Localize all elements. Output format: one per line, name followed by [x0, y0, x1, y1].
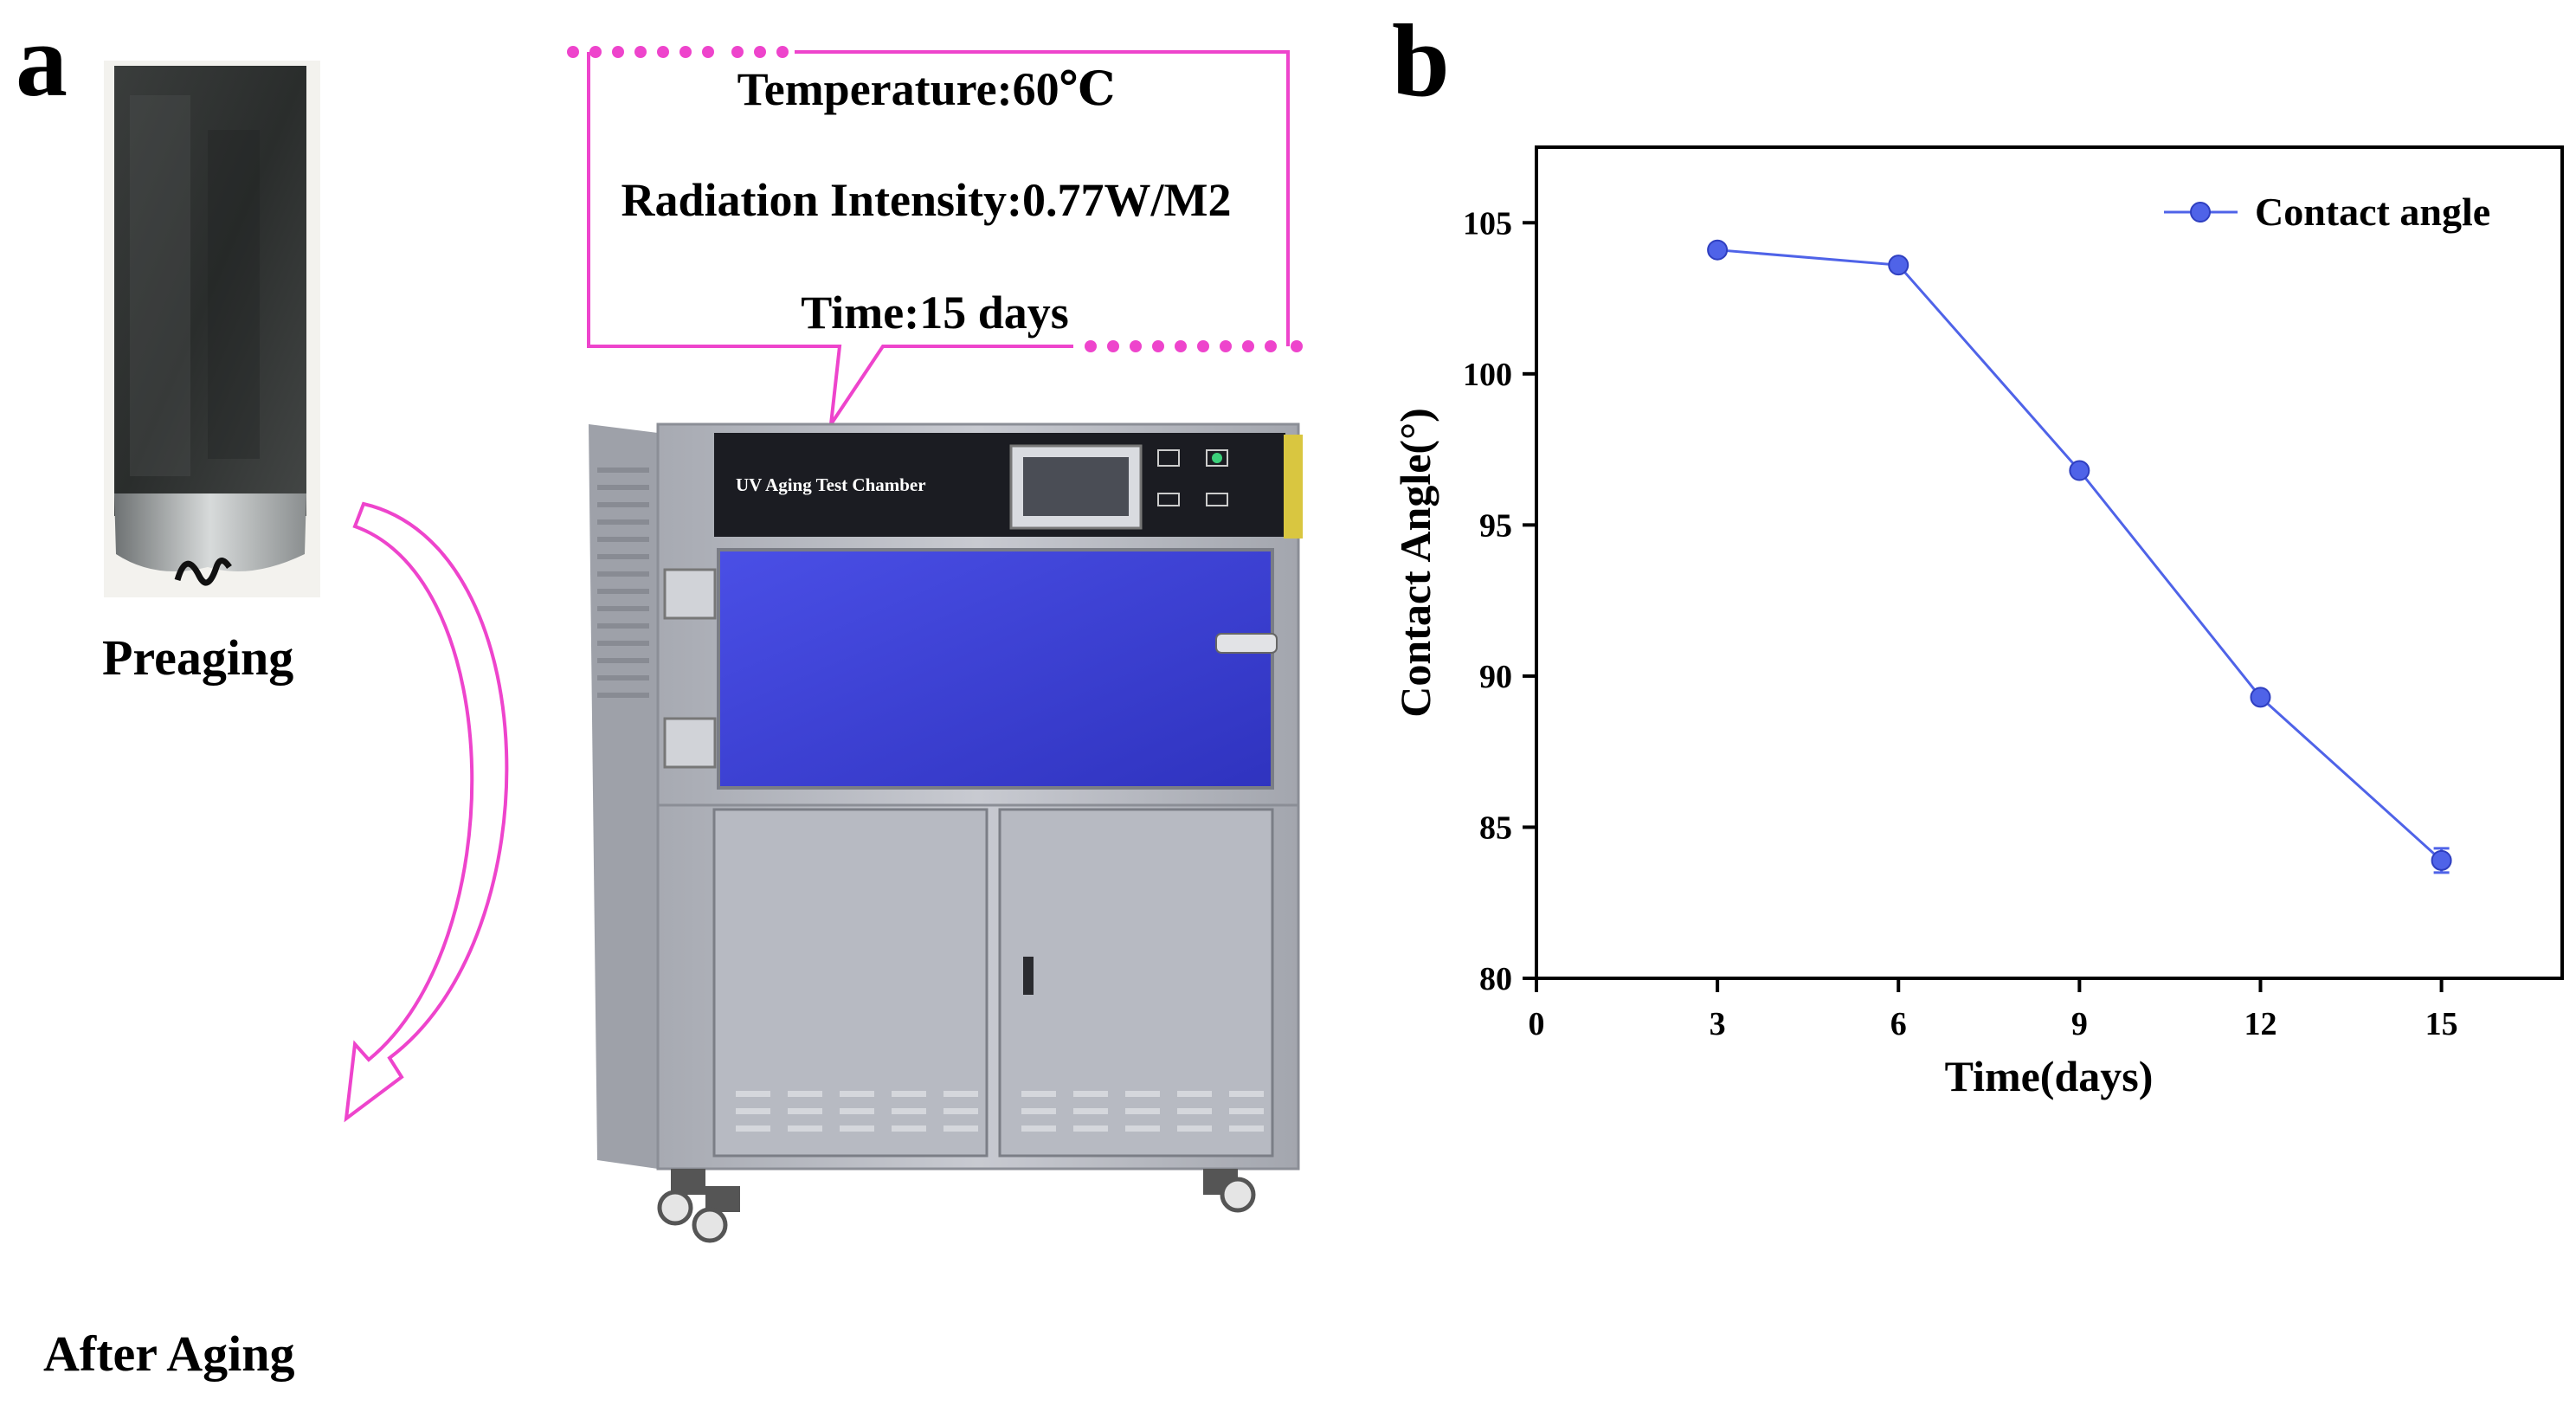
- panel-label-b: b: [1392, 3, 1450, 118]
- legend-marker: [2190, 202, 2211, 223]
- x-tick-label: 3: [1710, 1006, 1726, 1042]
- y-tick-label: 80: [1479, 961, 1512, 997]
- chamber-label: UV Aging Test Chamber: [736, 474, 926, 495]
- preaging-sample-photo: [104, 61, 320, 597]
- legend-label: Contact angle: [2255, 190, 2490, 234]
- x-tick-label: 0: [1529, 1006, 1545, 1042]
- callout-time: Time:15 days: [801, 287, 1069, 339]
- preaging-caption: Preaging: [102, 629, 294, 686]
- series-line: [1716, 248, 2443, 861]
- callout-temperature: Temperature:60℃: [737, 63, 1116, 115]
- y-axis-label: Contact Angle(°): [1391, 408, 1439, 717]
- data-point: [2069, 460, 2090, 481]
- data-point: [1888, 255, 1909, 276]
- test-conditions-callout-frame: [567, 46, 1303, 426]
- x-tick-label: 15: [2425, 1006, 2458, 1042]
- y-tick-label: 105: [1463, 205, 1512, 242]
- callout-radiation-intensity: Radiation Intensity:0.77W/M2: [621, 174, 1232, 226]
- x-tick-label: 9: [2071, 1006, 2088, 1042]
- data-point: [2250, 687, 2271, 708]
- y-tick-label: 100: [1463, 357, 1512, 393]
- x-axis-label: Time(days): [1945, 1052, 2154, 1100]
- panel-label-a: a: [16, 3, 68, 118]
- x-tick-label: 6: [1890, 1006, 1907, 1042]
- data-point: [1707, 239, 1729, 261]
- after-aging-caption: After Aging: [43, 1325, 295, 1382]
- legend: Contact angle: [2164, 190, 2490, 234]
- y-tick-label: 95: [1479, 507, 1512, 544]
- x-tick-label: 12: [2244, 1006, 2277, 1042]
- aging-direction-arrow: [344, 501, 509, 1123]
- y-tick-label: 90: [1479, 659, 1512, 695]
- data-point: [2431, 849, 2452, 871]
- plot-area-frame: [1535, 145, 2564, 980]
- y-tick-label: 85: [1479, 809, 1512, 846]
- uv-aging-chamber-illustration: [589, 422, 1303, 1243]
